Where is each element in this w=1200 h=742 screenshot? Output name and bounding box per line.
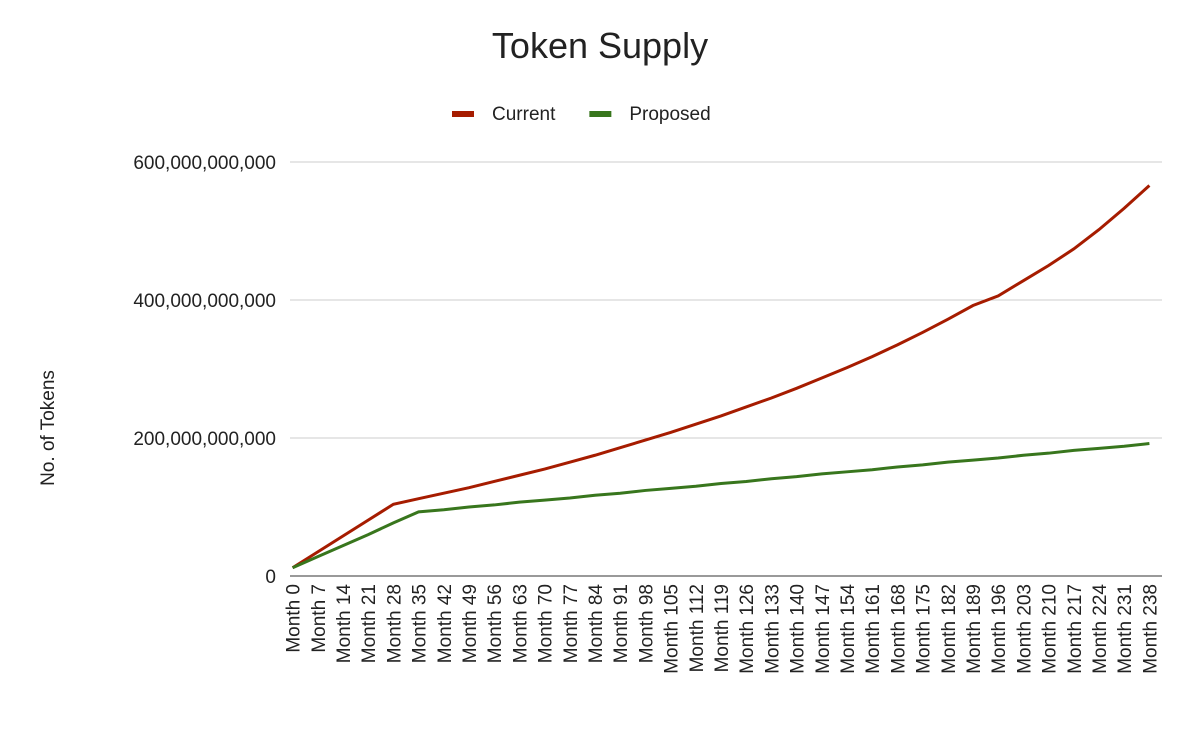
x-tick-label: Month 49 xyxy=(460,584,481,663)
x-tick-label: Month 210 xyxy=(1040,584,1061,674)
x-tick-label: Month 98 xyxy=(636,584,657,663)
x-tick-label: Month 231 xyxy=(1115,584,1136,674)
x-tick-label: Month 77 xyxy=(561,584,582,663)
x-tick-label: Month 119 xyxy=(712,584,733,672)
x-tick-label: Month 70 xyxy=(536,584,557,663)
x-tick-label: Month 203 xyxy=(1014,584,1035,674)
x-tick-label: Month 217 xyxy=(1065,584,1086,674)
legend-label: Proposed xyxy=(629,104,710,125)
x-tick-label: Month 189 xyxy=(964,584,985,674)
x-tick-label: Month 175 xyxy=(914,584,935,674)
x-tick-label: Month 63 xyxy=(510,584,531,663)
x-tick-label: Month 35 xyxy=(410,584,431,663)
legend-label: Current xyxy=(492,104,556,125)
x-tick-label: Month 0 xyxy=(284,584,305,653)
x-tick-label: Month 105 xyxy=(662,584,683,674)
x-tick-label: Month 238 xyxy=(1140,584,1161,674)
line-series xyxy=(291,184,1151,569)
y-axis-label: No. of Tokens xyxy=(38,370,59,486)
x-tick-label: Month 182 xyxy=(939,584,960,674)
y-tick-label: 200,000,000,000 xyxy=(133,429,276,450)
x-tick-label: Month 56 xyxy=(485,584,506,663)
x-tick-label: Month 133 xyxy=(762,584,783,674)
x-tick-label: Month 42 xyxy=(435,584,456,663)
x-tick-label: Month 28 xyxy=(384,584,405,663)
x-tick-label: Month 112 xyxy=(687,584,708,672)
y-tick-label: 0 xyxy=(265,567,276,588)
x-tick-label: Month 84 xyxy=(586,584,607,664)
x-tick-label: Month 14 xyxy=(334,584,355,664)
x-tick-label: Month 154 xyxy=(838,584,859,674)
x-tick-label: Month 126 xyxy=(737,584,758,674)
x-tick-label: Month 147 xyxy=(813,584,834,674)
x-tick-label: Month 196 xyxy=(989,584,1010,674)
x-tick-label: Month 161 xyxy=(863,584,884,674)
x-tick-label: Month 7 xyxy=(309,584,330,653)
line-series xyxy=(291,442,1150,570)
chart-title: Token Supply xyxy=(492,25,708,66)
x-tick-label: Month 224 xyxy=(1090,584,1111,674)
x-tick-label: Month 21 xyxy=(359,584,380,663)
x-tick-label: Month 91 xyxy=(611,584,632,663)
x-tick-label: Month 168 xyxy=(888,584,909,674)
y-tick-label: 400,000,000,000 xyxy=(133,291,276,312)
x-tick-label: Month 140 xyxy=(788,584,809,674)
y-tick-label: 600,000,000,000 xyxy=(133,153,276,174)
